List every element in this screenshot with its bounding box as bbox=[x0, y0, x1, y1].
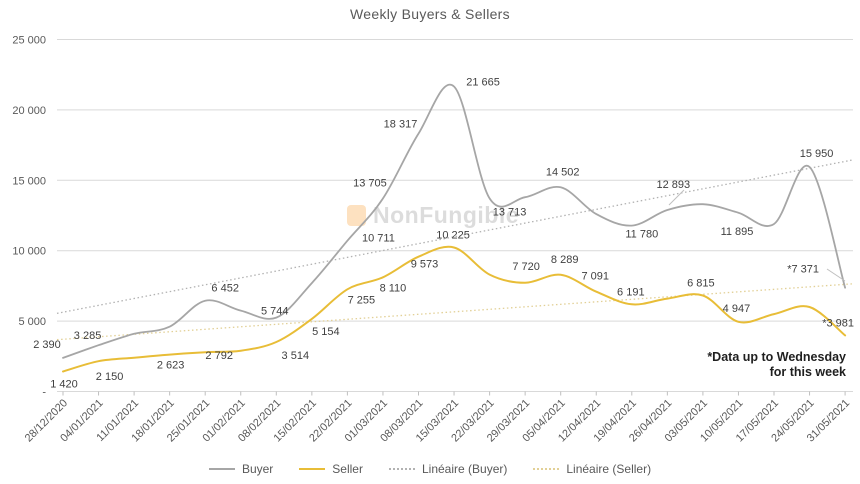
legend-item-buyer: Buyer bbox=[208, 462, 274, 476]
legend-swatch-solid bbox=[299, 468, 326, 470]
y-axis-tick-label: 10 000 bbox=[12, 246, 46, 258]
annotation-line1: *Data up to Wednesday bbox=[707, 350, 846, 364]
data-label-buyer: 2 390 bbox=[33, 339, 61, 351]
data-label-buyer: 11 780 bbox=[625, 229, 658, 241]
data-label-buyer: 13 713 bbox=[493, 206, 527, 218]
y-axis-tick-label: - bbox=[42, 387, 46, 399]
legend-item-lin-aire-seller: Linéaire (Seller) bbox=[533, 462, 651, 476]
data-label-buyer: 3 285 bbox=[74, 330, 102, 342]
data-label-buyer: 12 893 bbox=[657, 179, 691, 191]
legend-item-lin-aire-buyer: Linéaire (Buyer) bbox=[388, 462, 508, 476]
label-leader-line bbox=[826, 268, 846, 282]
legend-swatch-solid bbox=[208, 468, 235, 470]
data-label-seller: 3 514 bbox=[282, 350, 310, 362]
chart-annotation: *Data up to Wednesday for this week bbox=[707, 350, 846, 381]
data-label-buyer: 13 705 bbox=[353, 178, 387, 190]
data-label-seller: 7 091 bbox=[581, 271, 609, 283]
data-label-seller: 1 420 bbox=[50, 379, 78, 391]
label-leader-line bbox=[668, 189, 685, 206]
data-label-seller: 6 815 bbox=[687, 278, 715, 290]
page-title: Weekly Buyers & Sellers bbox=[350, 6, 510, 22]
legend-item-seller: Seller bbox=[299, 462, 363, 476]
y-axis-tick-label: 5 000 bbox=[18, 316, 46, 328]
chart-legend: Buyer Seller Linéaire (Buyer) Linéaire (Sel… bbox=[0, 462, 860, 476]
y-axis-tick-label: 20 000 bbox=[12, 105, 46, 117]
legend-label: Seller bbox=[332, 462, 363, 476]
legend-label: Linéaire (Buyer) bbox=[421, 462, 508, 476]
legend-swatch-dotted bbox=[533, 468, 560, 470]
data-label-seller: 10 225 bbox=[436, 230, 470, 242]
series-line-seller bbox=[62, 245, 847, 373]
data-label-buyer: 5 744 bbox=[261, 306, 289, 318]
data-label-buyer: 15 950 bbox=[800, 148, 834, 160]
data-label-seller: 8 289 bbox=[551, 254, 579, 266]
data-label-seller: *3 981 bbox=[822, 317, 854, 329]
data-label-buyer: 10 711 bbox=[362, 233, 395, 245]
data-label-seller: 2 623 bbox=[157, 360, 185, 372]
data-label-seller: 6 191 bbox=[617, 286, 645, 298]
data-label-seller: 5 154 bbox=[312, 326, 340, 338]
data-label-buyer: 14 502 bbox=[546, 166, 580, 178]
data-label-buyer: 11 895 bbox=[721, 226, 754, 238]
data-label-seller: 2 150 bbox=[96, 371, 124, 383]
data-label-buyer: 21 665 bbox=[466, 76, 500, 88]
data-label-buyer: 18 317 bbox=[384, 119, 418, 131]
annotation-line2: for this week bbox=[769, 365, 846, 380]
legend-label: Linéaire (Seller) bbox=[566, 462, 652, 476]
data-label-seller: 8 110 bbox=[380, 282, 407, 294]
trendline-lin-aire-seller bbox=[56, 283, 854, 341]
y-axis-tick-label: 25 000 bbox=[12, 35, 46, 47]
data-label-seller: 7 720 bbox=[512, 261, 540, 273]
data-label-seller: 7 255 bbox=[348, 294, 376, 306]
series-line-buyer bbox=[62, 83, 846, 359]
y-axis-tick-label: 15 000 bbox=[12, 175, 46, 187]
legend-label: Buyer bbox=[241, 462, 274, 476]
data-label-buyer: 6 452 bbox=[211, 283, 239, 295]
data-label-buyer: *7 371 bbox=[787, 264, 819, 276]
data-label-seller: 2 792 bbox=[205, 350, 233, 362]
data-label-seller: 4 947 bbox=[723, 303, 751, 315]
data-label-seller: 9 573 bbox=[411, 259, 439, 271]
legend-swatch-dotted bbox=[388, 468, 415, 470]
